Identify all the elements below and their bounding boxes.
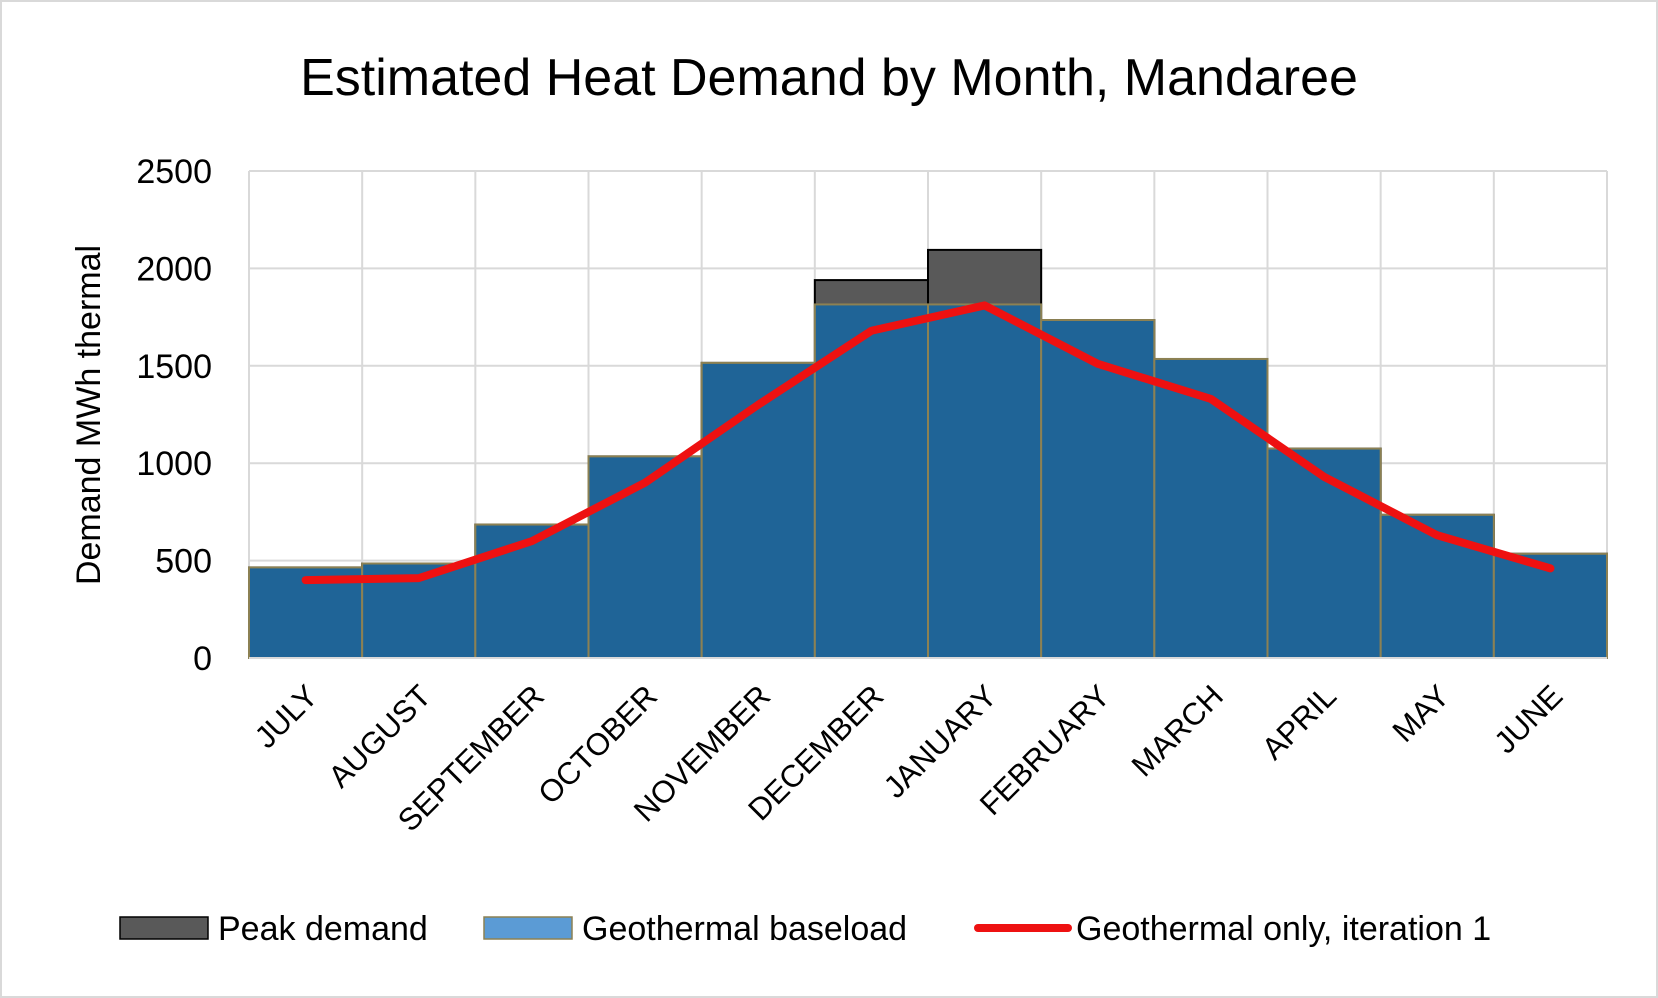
- bar-geothermal-baseload: [474, 523, 590, 660]
- legend-swatch-peak-demand: [119, 916, 209, 940]
- bar-geothermal-baseload: [1153, 357, 1269, 659]
- y-tick-label: 1000: [136, 445, 212, 483]
- chart-title: Estimated Heat Demand by Month, Mandaree: [300, 49, 1358, 107]
- bar-geothermal-baseload: [1266, 447, 1382, 659]
- y-tick-label: 2500: [136, 153, 212, 191]
- legend-label-geothermal-baseload: Geothermal baseload: [582, 910, 907, 948]
- legend: Peak demand Geothermal baseload Geotherm…: [119, 910, 1491, 948]
- y-axis-title: Demand MWh thermal: [70, 245, 108, 585]
- y-tick-label: 500: [155, 543, 212, 581]
- legend-label-peak-demand: Peak demand: [218, 910, 428, 948]
- bar-geothermal-baseload: [700, 361, 816, 659]
- legend-swatch-geothermal-baseload: [483, 916, 573, 940]
- bar-geothermal-baseload: [813, 303, 929, 659]
- y-tick-label: 1500: [136, 348, 212, 386]
- line-geothermal-only-path: [301, 301, 1555, 585]
- legend-label-geothermal-only: Geothermal only, iteration 1: [1076, 910, 1491, 948]
- bar-geothermal-baseload: [1040, 319, 1156, 659]
- y-tick-labels: 0 500 1000 1500 2000 2500: [136, 153, 212, 678]
- line-geothermal-only: [301, 301, 1555, 585]
- bar-geothermal-baseload: [927, 303, 1043, 659]
- bar-geothermal-baseload: [587, 455, 703, 659]
- y-tick-label: 2000: [136, 250, 212, 288]
- y-tick-label: 0: [193, 640, 212, 678]
